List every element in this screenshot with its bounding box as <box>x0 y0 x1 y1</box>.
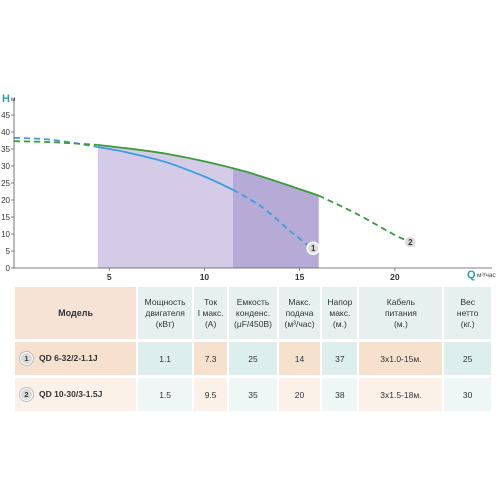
weight-cell: 30 <box>444 378 491 411</box>
cable-cell: 3х1.5-18м. <box>359 378 443 411</box>
header-weight: Вес нетто (кг.) <box>444 287 491 339</box>
y-tick-label: 30 <box>1 162 10 171</box>
x-axis-letter: Q <box>467 269 476 281</box>
y-axis-letter: H <box>2 93 10 105</box>
header-current: Ток I макс. (А) <box>194 287 228 339</box>
pump-curves <box>13 136 407 247</box>
cable-cell: 3х1.0-15м. <box>359 342 443 375</box>
table-row: 2 QD 10-30/3-1.5J 1.5 9.5 35 20 38 3х1.5-… <box>15 378 491 411</box>
y-tick-label: 45 <box>1 111 10 120</box>
curve-2-dashed-right <box>318 194 407 241</box>
y-tick-label: 35 <box>1 145 10 154</box>
model-cell: 1 QD 6-32/2-1.1J <box>15 342 137 375</box>
marker-label-1: 1 <box>311 244 316 253</box>
marker-circle-1 <box>306 241 320 255</box>
x-tick-label: 10 <box>200 272 210 282</box>
operating-range-shading <box>97 144 319 268</box>
x-axis-unit: м³/час <box>477 272 496 279</box>
model-name: QD 10-30/3-1.5J <box>39 388 103 399</box>
capacitor-cell: 25 <box>229 342 277 375</box>
axes: H м Q м³/час <box>2 93 496 281</box>
curve-1-dashed-left <box>13 136 98 148</box>
y-tick-label: 10 <box>1 230 10 239</box>
header-cable: Кабель питания (м.) <box>359 287 443 339</box>
head-cell: 38 <box>322 378 358 411</box>
current-cell: 7.3 <box>194 342 228 375</box>
y-axis-ticks: 0 5 10 15 20 25 30 35 40 45 <box>1 111 14 273</box>
model-name: QD 6-32/2-1.1J <box>39 352 98 363</box>
marker-circle-2 <box>403 235 418 249</box>
marker-label-2: 2 <box>408 238 413 247</box>
y-tick-label: 25 <box>1 179 10 188</box>
row-number-badge: 1 <box>20 352 33 365</box>
curve-2-dashed-left <box>13 140 98 146</box>
y-axis-unit: м <box>11 96 16 103</box>
specification-table: Модель Мощность двигателя (кВт) Ток I макс.… <box>13 287 493 411</box>
x-axis-ticks: 5 10 15 20 <box>107 268 400 282</box>
flow-cell: 20 <box>278 378 321 411</box>
power-cell: 1.1 <box>138 342 193 375</box>
header-capacitor: Емкость конденс. (μF/450В) <box>229 287 277 339</box>
power-cell: 1.5 <box>138 378 193 411</box>
flow-cell: 14 <box>278 342 321 375</box>
curve-markers: 12 <box>306 235 418 255</box>
y-tick-label: 40 <box>1 128 10 137</box>
x-tick-label: 5 <box>107 272 112 282</box>
y-tick-label: 15 <box>1 213 10 222</box>
curve-1-solid <box>97 146 234 191</box>
curve-2-solid <box>97 144 319 197</box>
x-tick-label: 15 <box>295 272 305 282</box>
head-cell: 37 <box>322 342 358 375</box>
header-head: Напор макс. (м.) <box>322 287 358 339</box>
x-tick-label: 20 <box>390 272 400 282</box>
table-header-row: Модель Мощность двигателя (кВт) Ток I макс.… <box>15 287 491 339</box>
y-tick-label: 20 <box>1 196 10 205</box>
model-cell: 2 QD 10-30/3-1.5J <box>15 378 137 411</box>
table-row: 1 QD 6-32/2-1.1J 1.1 7.3 25 14 37 3х1.0-1… <box>15 342 491 375</box>
curve-1-dashed-right <box>232 189 310 247</box>
header-model: Модель <box>15 287 137 339</box>
header-flow: Макс. подача (м³/час) <box>278 287 321 339</box>
row-number-badge: 2 <box>20 388 33 401</box>
capacitor-cell: 35 <box>229 378 277 411</box>
y-tick-label: 5 <box>6 247 11 256</box>
y-tick-label: 0 <box>6 264 11 273</box>
current-cell: 9.5 <box>194 378 228 411</box>
header-power: Мощность двигателя (кВт) <box>138 287 193 339</box>
weight-cell: 25 <box>444 342 491 375</box>
